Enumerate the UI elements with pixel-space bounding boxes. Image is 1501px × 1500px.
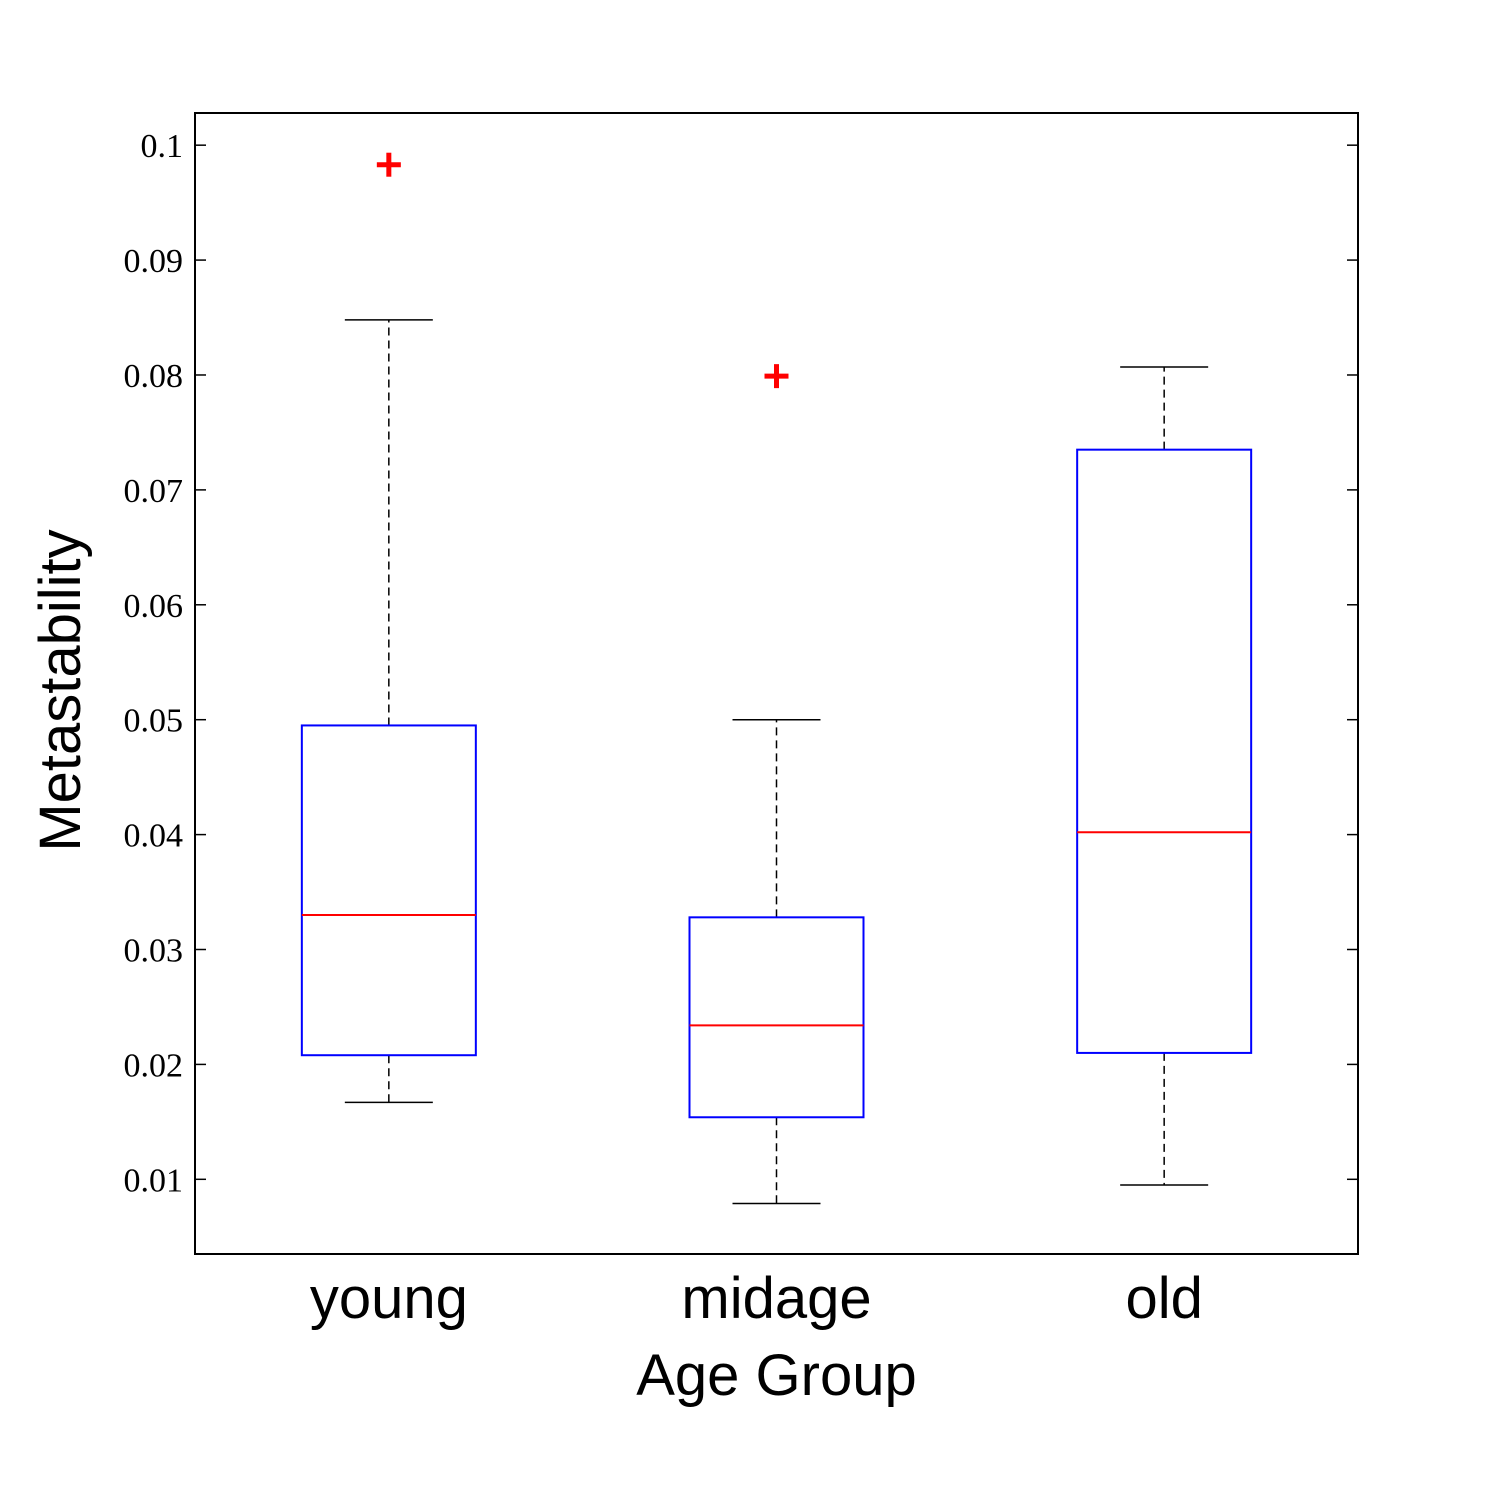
y-tick-label: 0.07 xyxy=(124,473,184,510)
x-tick-label-midage: midage xyxy=(681,1266,871,1331)
y-tick-label: 0.06 xyxy=(124,588,184,625)
y-tick-label: 0.1 xyxy=(141,128,184,165)
outlier-marker xyxy=(376,152,401,177)
plot-area xyxy=(300,152,1253,1205)
y-tick-label: 0.05 xyxy=(124,703,184,740)
iqr-box xyxy=(300,724,477,1057)
y-tick-label: 0.02 xyxy=(124,1047,184,1084)
x-tick-label-young: young xyxy=(310,1266,468,1331)
y-axis-title: Metastability xyxy=(28,529,93,851)
box-group-midage xyxy=(688,364,865,1205)
x-tick-label-old: old xyxy=(1125,1266,1202,1331)
iqr-box xyxy=(1076,448,1253,1054)
box-group-old xyxy=(1076,366,1253,1186)
outlier-marker xyxy=(764,364,789,389)
box-group-young xyxy=(300,152,477,1104)
x-axis-title: Age Group xyxy=(636,1343,917,1408)
iqr-box xyxy=(688,916,865,1119)
y-axis-ticks: 0.01 0.02 0.03 0.04 0.05 0.06 0.07 0.08 0.09 0.1 xyxy=(124,128,1358,1199)
y-tick-label: 0.03 xyxy=(124,933,184,970)
y-tick-label: 0.08 xyxy=(124,358,184,395)
y-tick-label: 0.01 xyxy=(124,1162,184,1199)
y-tick-label: 0.09 xyxy=(124,243,184,280)
plot-frame xyxy=(194,112,1359,1255)
y-tick-label: 0.04 xyxy=(124,818,184,855)
x-axis-ticks: young midage old xyxy=(310,1266,1203,1331)
